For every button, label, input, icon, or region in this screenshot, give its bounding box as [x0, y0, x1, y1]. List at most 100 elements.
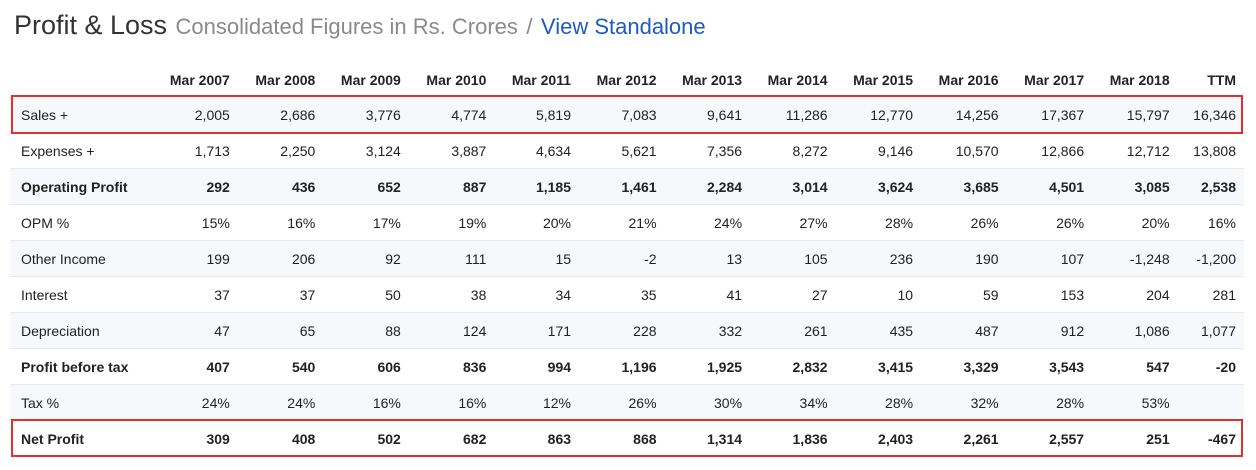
table-cell: -1,200: [1177, 240, 1244, 277]
table-cell: 59: [921, 276, 1007, 313]
table-cell: 28%: [1006, 384, 1093, 421]
table-cell: 13,808: [1177, 132, 1244, 169]
column-header: Mar 2018: [1109, 71, 1170, 88]
table-cell: 3,887: [408, 132, 495, 169]
table-cell: 16%: [408, 384, 495, 421]
table-cell: 2,538: [1177, 168, 1244, 205]
table-cell: 37: [237, 276, 324, 313]
table-cell: 2,557: [1006, 420, 1093, 456]
table-cell: 124: [408, 312, 495, 349]
table-row: Expenses +1,713 2,250 3,124 3,887 4,634 5,621…: [10, 132, 1244, 169]
table-cell: 34%: [750, 384, 836, 421]
table-cell: 547: [1092, 348, 1178, 385]
column-header: TTM: [1207, 71, 1236, 88]
table-cell: 251: [1092, 420, 1178, 456]
table-cell: 12,712: [1092, 132, 1178, 169]
table-cell: 912: [1006, 312, 1093, 349]
table-cell: 1,461: [579, 168, 665, 205]
table-cell: 3,543: [1006, 348, 1093, 385]
table-cell: -467: [1177, 420, 1244, 456]
expandable-row-label[interactable]: Sales +: [10, 96, 153, 133]
table-row: OPM % 15% 16% 17% 19% 20% 21% 24% 27% 28% 26% 26% 20…: [10, 204, 1244, 241]
table-cell: [1177, 384, 1244, 421]
table-cell: 16%: [323, 384, 409, 421]
table-cell: 2,686: [237, 96, 324, 133]
table-cell: 3,014: [750, 168, 836, 205]
table-cell: 14,256: [921, 96, 1007, 133]
table-cell: 24%: [152, 384, 238, 421]
table-cell: 435: [835, 312, 922, 349]
table-cell: 2,403: [835, 420, 922, 456]
page-header: Profit & Loss Consolidated Figures in Rs…: [14, 10, 706, 41]
page-title: Profit & Loss: [14, 10, 168, 40]
table-cell: 7,083: [579, 96, 665, 133]
table-cell: 26%: [1006, 204, 1093, 241]
table-cell: 4,501: [1006, 168, 1093, 205]
table-cell: 27%: [750, 204, 836, 241]
table-cell: 92: [323, 240, 409, 277]
row-label: Tax %: [10, 384, 153, 421]
row-label: Operating Profit: [10, 168, 153, 205]
table-cell: 436: [237, 168, 324, 205]
table-cell: 10,570: [921, 132, 1007, 169]
table-row: Net Profit 309 408 502 682 863 868 1,314 1,836 2,…: [10, 420, 1244, 456]
table-cell: 19%: [408, 204, 495, 241]
table-cell: 332: [664, 312, 751, 349]
table-cell: 24%: [237, 384, 324, 421]
table-cell: 53%: [1092, 384, 1178, 421]
table-row: Profit before tax 407 540 606 836 994 1,196 1,9…: [10, 348, 1244, 385]
table-cell: 20%: [494, 204, 580, 241]
table-cell: 20%: [1092, 204, 1178, 241]
table-cell: 38: [408, 276, 495, 313]
table-cell: 3,685: [921, 168, 1007, 205]
table-cell: 863: [494, 420, 580, 456]
table-cell: 16%: [237, 204, 324, 241]
table-row: Depreciation 47 65 88 124 171 228 332 261 435 487 9…: [10, 312, 1244, 349]
table-row: Operating Profit 292 436 652 887 1,185 1,461 2,…: [10, 168, 1244, 205]
page-subtitle: Consolidated Figures in Rs. Crores: [175, 14, 518, 39]
row-label: Other Income: [10, 240, 153, 277]
table-row: Sales +2,005 2,686 3,776 4,774 5,819 7,083 9,6…: [10, 96, 1244, 133]
view-standalone-link[interactable]: View Standalone: [540, 14, 706, 39]
table-cell: 16%: [1177, 204, 1244, 241]
table-cell: 2,250: [237, 132, 324, 169]
profit-loss-table: Mar 2007 Mar 2008 Mar 2009 Mar 2010 Mar 2011…: [10, 63, 1244, 456]
table-cell: 3,624: [835, 168, 922, 205]
table-cell: 199: [152, 240, 238, 277]
table-cell: 3,085: [1092, 168, 1178, 205]
column-header: Mar 2010: [426, 71, 487, 88]
table-cell: 12%: [494, 384, 580, 421]
table-cell: 1,077: [1177, 312, 1244, 349]
table-cell: 88: [323, 312, 409, 349]
table-cell: 4,634: [494, 132, 580, 169]
table-cell: 502: [323, 420, 409, 456]
table-cell: 28%: [835, 384, 922, 421]
table-cell: 228: [579, 312, 665, 349]
table-cell: 2,261: [921, 420, 1007, 456]
table-row: Other Income 199 206 92 111 15 -2 13 105 236 190 10…: [10, 240, 1244, 277]
table-cell: 1,314: [664, 420, 751, 456]
table-cell: -1,248: [1092, 240, 1178, 277]
table-cell: 2,832: [750, 348, 836, 385]
table-cell: 24%: [664, 204, 751, 241]
table-cell: 47: [152, 312, 238, 349]
table-cell: 4,774: [408, 96, 495, 133]
table-cell: 2,284: [664, 168, 751, 205]
table-row: Interest 37 37 50 38 34 35 41 27 10 59 153 204 281: [10, 276, 1244, 313]
table-cell: 10: [835, 276, 922, 313]
column-header: Mar 2013: [682, 71, 743, 88]
table-cell: 7,356: [664, 132, 751, 169]
table-cell: 8,272: [750, 132, 836, 169]
table-cell: 1,185: [494, 168, 580, 205]
table-cell: 34: [494, 276, 580, 313]
column-header: Mar 2008: [255, 71, 316, 88]
header-label-cell: [10, 63, 152, 97]
table-cell: 190: [921, 240, 1007, 277]
row-label: Net Profit: [10, 420, 153, 456]
table-cell: 204: [1092, 276, 1178, 313]
row-label: Depreciation: [10, 312, 153, 349]
expandable-row-label[interactable]: Expenses +: [10, 132, 153, 169]
table-cell: 5,819: [494, 96, 580, 133]
table-cell: 41: [664, 276, 751, 313]
table-cell: 540: [237, 348, 324, 385]
